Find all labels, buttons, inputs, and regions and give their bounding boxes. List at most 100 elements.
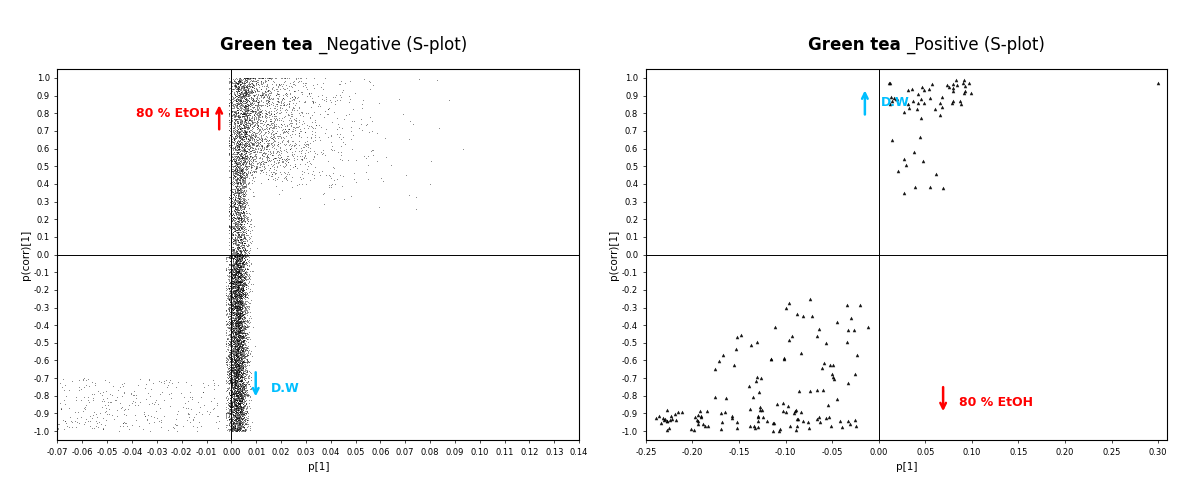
Point [219,294,238,302]
Point [236,115,255,123]
Point [226,401,245,409]
Point [225,357,244,365]
Point [236,385,255,392]
Point [220,210,239,218]
Point [233,332,252,340]
Point [232,319,251,327]
Point [220,156,239,164]
Point [278,152,298,160]
Point [232,346,251,354]
Point [226,404,245,412]
Point [226,375,245,383]
Point [225,302,244,310]
Point [233,140,252,148]
Point [224,297,243,305]
Point [232,373,251,381]
Point [237,266,256,274]
Point [230,420,249,428]
Point [226,249,245,257]
Point [219,316,238,323]
Point [223,381,242,389]
Point [233,83,252,91]
Point [231,216,250,224]
Point [904,148,923,156]
Point [232,404,251,412]
Point [249,87,268,95]
Point [239,274,258,282]
Point [286,119,305,127]
Point [227,256,246,264]
Point [226,356,245,364]
Point [221,385,240,392]
Point [225,383,244,391]
Point [228,323,248,331]
Point [262,135,281,142]
Point [226,218,245,226]
Point [242,347,261,355]
Point [228,423,248,431]
Point [236,121,255,129]
Point [227,82,246,90]
Point [220,323,239,331]
Point [232,355,251,363]
Point [223,314,242,321]
Point [221,424,240,432]
Point [230,195,249,203]
Point [276,85,295,93]
Point [236,95,255,103]
Point [236,133,255,141]
Point [230,342,249,350]
Point [236,152,255,160]
Point [226,271,245,279]
Point [256,113,275,121]
Point [226,116,245,124]
Point [233,399,252,407]
Point [226,380,245,387]
Point [221,260,240,268]
Point [226,328,245,336]
Point [228,251,248,259]
Point [219,367,238,375]
Point [228,256,248,264]
Point [226,398,245,406]
Point [226,368,245,376]
Point [234,92,253,100]
Point [223,353,242,361]
Point [226,191,245,199]
Point [223,247,242,255]
Point [226,370,245,378]
Point [342,192,361,200]
Point [221,90,240,98]
Point [237,134,256,141]
Point [223,422,242,430]
Point [223,262,242,270]
Point [236,308,255,316]
Point [236,325,255,333]
Point [225,326,244,334]
Point [255,144,274,152]
Point [227,336,246,344]
Point [224,297,243,305]
Point [230,306,249,314]
Point [188,427,207,435]
Point [231,312,250,320]
Point [233,169,252,177]
Point [261,74,280,82]
Point [225,268,244,276]
Point [220,296,239,304]
Point [225,289,244,297]
Point [231,267,250,275]
Point [239,158,258,166]
Point [231,419,250,426]
Point [230,115,249,123]
Point [234,266,253,274]
Point [231,137,250,144]
Point [230,132,249,140]
Point [158,382,177,389]
Point [226,389,245,397]
Point [223,400,242,408]
Point [258,98,277,106]
Point [227,311,246,319]
Point [225,395,244,403]
Point [221,141,240,149]
